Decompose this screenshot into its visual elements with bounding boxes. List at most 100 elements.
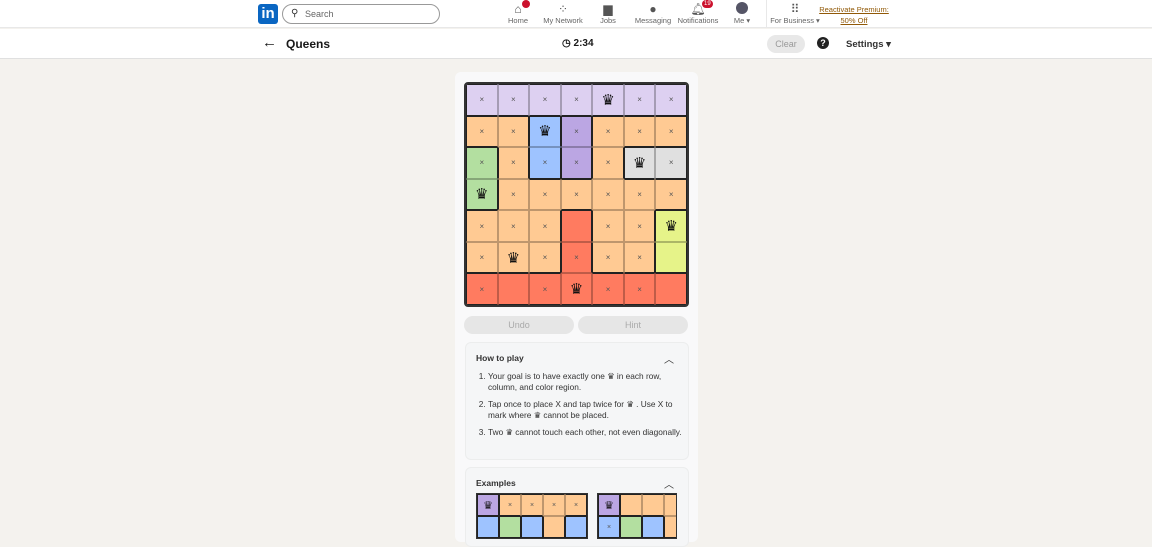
- cell-marked-x[interactable]: ×: [529, 241, 561, 274]
- nav-my-network[interactable]: ⁘ My Network: [533, 2, 593, 25]
- cell-queen[interactable]: ♛: [623, 147, 656, 179]
- cell-empty[interactable]: [565, 516, 587, 538]
- cell-queen[interactable]: ♛: [497, 241, 530, 274]
- cell-queen[interactable]: ♛: [529, 115, 561, 148]
- cell-marked-x[interactable]: ×: [529, 273, 561, 305]
- search-icon: ⚲: [291, 8, 299, 19]
- cell-marked-x[interactable]: ×: [592, 178, 624, 211]
- cell-marked-x[interactable]: ×: [655, 147, 687, 179]
- cell-marked-x[interactable]: ×: [466, 147, 498, 179]
- cell-marked-x[interactable]: ×: [560, 84, 593, 116]
- cell-marked-x[interactable]: ×: [466, 84, 498, 116]
- cell-marked-x[interactable]: ×: [655, 84, 687, 116]
- undo-button[interactable]: Undo: [464, 316, 574, 334]
- how-to-play-title: How to play: [476, 353, 524, 363]
- nav-notifications[interactable]: 🔔︎ 19 Notifications: [668, 0, 728, 25]
- clear-button[interactable]: Clear: [767, 35, 805, 53]
- nav-messaging[interactable]: ● Messaging: [623, 2, 683, 25]
- cell-queen[interactable]: ♛: [592, 84, 624, 116]
- cell-marked-x[interactable]: ×: [529, 84, 561, 116]
- linkedin-logo[interactable]: in: [258, 4, 278, 24]
- page-title: Queens: [286, 37, 331, 51]
- search-placeholder: Search: [305, 9, 334, 19]
- queens-board: × × × × ♛ × × × × ♛ × × × × × × × × × ♛ × ♛ × × × × × × × × × × × ♛ × ♛ × × × ×…: [464, 82, 689, 307]
- cell-marked-x[interactable]: ×: [623, 115, 656, 148]
- cell-empty[interactable]: [642, 494, 664, 516]
- cell-queen[interactable]: ♛: [655, 210, 687, 242]
- cell-marked-x[interactable]: ×: [560, 241, 593, 274]
- cell-marked-x[interactable]: ×: [592, 115, 624, 148]
- cell-empty[interactable]: [664, 516, 676, 538]
- cell-empty[interactable]: [560, 210, 593, 242]
- settings-button[interactable]: Settings ▾: [846, 39, 891, 50]
- cell-marked-x[interactable]: ×: [592, 147, 624, 179]
- cell-queen[interactable]: ♛: [466, 178, 498, 211]
- cell-empty[interactable]: [620, 494, 642, 516]
- cell-marked-x[interactable]: ×: [623, 178, 656, 211]
- cell-marked-x[interactable]: ×: [592, 273, 624, 305]
- cell-marked-x[interactable]: ×: [529, 178, 561, 211]
- nav-home[interactable]: ⌂ Home: [488, 0, 548, 25]
- rules-list: Your goal is to have exactly one ♛ in ea…: [476, 371, 682, 444]
- notification-badge: 19: [702, 0, 713, 8]
- cell-empty[interactable]: [499, 516, 521, 538]
- cell-marked-x[interactable]: ×: [497, 84, 530, 116]
- cell-marked-x[interactable]: ×: [598, 516, 620, 538]
- cell-marked-x[interactable]: ×: [543, 494, 565, 516]
- how-to-play-panel: How to play ︿ Your goal is to have exact…: [465, 342, 689, 460]
- cell-marked-x[interactable]: ×: [623, 84, 656, 116]
- cell-empty[interactable]: [655, 273, 687, 305]
- cell-marked-x[interactable]: ×: [529, 210, 561, 242]
- chevron-up-icon[interactable]: ︿: [664, 355, 674, 366]
- cell-marked-x[interactable]: ×: [592, 241, 624, 274]
- cell-empty[interactable]: [477, 516, 499, 538]
- cell-empty[interactable]: [620, 516, 642, 538]
- cell-marked-x[interactable]: ×: [466, 210, 498, 242]
- grid-icon: ⠿: [790, 2, 800, 16]
- cell-marked-x[interactable]: ×: [529, 147, 561, 179]
- hint-button[interactable]: Hint: [578, 316, 688, 334]
- back-arrow-icon[interactable]: ←: [262, 34, 277, 51]
- cell-empty[interactable]: [664, 494, 676, 516]
- game-header: ← Queens ◷ 2:34 Clear ? Settings ▾: [0, 29, 1152, 59]
- cell-marked-x[interactable]: ×: [466, 115, 498, 148]
- cell-queen[interactable]: ♛: [560, 273, 593, 305]
- nav-me[interactable]: Me ▾: [712, 2, 772, 25]
- cell-empty[interactable]: [642, 516, 664, 538]
- cell-marked-x[interactable]: ×: [499, 494, 521, 516]
- chevron-up-icon[interactable]: ︿: [664, 480, 674, 491]
- cell-marked-x[interactable]: ×: [655, 115, 687, 148]
- search-input[interactable]: ⚲ Search: [282, 4, 440, 24]
- crown-icon: ♛: [506, 249, 521, 267]
- cell-empty[interactable]: [497, 273, 530, 305]
- cell-marked-x[interactable]: ×: [623, 241, 656, 274]
- cell-empty[interactable]: [655, 241, 687, 274]
- timer: ◷ 2:34: [562, 38, 594, 49]
- nav-jobs[interactable]: ▆ Jobs: [578, 2, 638, 25]
- reactivate-premium-link[interactable]: Reactivate Premium: 50% Off: [819, 5, 889, 25]
- cell-marked-x[interactable]: ×: [592, 210, 624, 242]
- cell-marked-x[interactable]: ×: [466, 273, 498, 305]
- cell-marked-x[interactable]: ×: [623, 210, 656, 242]
- cell-marked-x[interactable]: ×: [560, 178, 593, 211]
- cell-marked-x[interactable]: ×: [623, 273, 656, 305]
- cell-empty[interactable]: [543, 516, 565, 538]
- help-icon[interactable]: ?: [817, 37, 829, 49]
- bell-icon: 🔔︎ 19: [690, 0, 713, 16]
- cell-marked-x[interactable]: ×: [565, 494, 587, 516]
- examples-title: Examples: [476, 478, 516, 488]
- cell-queen[interactable]: ♛: [598, 494, 620, 516]
- cell-marked-x[interactable]: ×: [497, 115, 530, 148]
- cell-marked-x[interactable]: ×: [466, 241, 498, 274]
- cell-marked-x[interactable]: ×: [521, 494, 543, 516]
- cell-marked-x[interactable]: ×: [497, 178, 530, 211]
- cell-empty[interactable]: [521, 516, 543, 538]
- cell-marked-x[interactable]: ×: [560, 115, 593, 148]
- nav-for-business[interactable]: ⠿ For Business ▾: [765, 2, 825, 25]
- example-board-1: ♛ × × × ×: [476, 493, 588, 539]
- cell-marked-x[interactable]: ×: [655, 178, 687, 211]
- cell-marked-x[interactable]: ×: [497, 210, 530, 242]
- cell-marked-x[interactable]: ×: [497, 147, 530, 179]
- cell-queen[interactable]: ♛: [477, 494, 499, 516]
- cell-marked-x[interactable]: ×: [560, 147, 593, 179]
